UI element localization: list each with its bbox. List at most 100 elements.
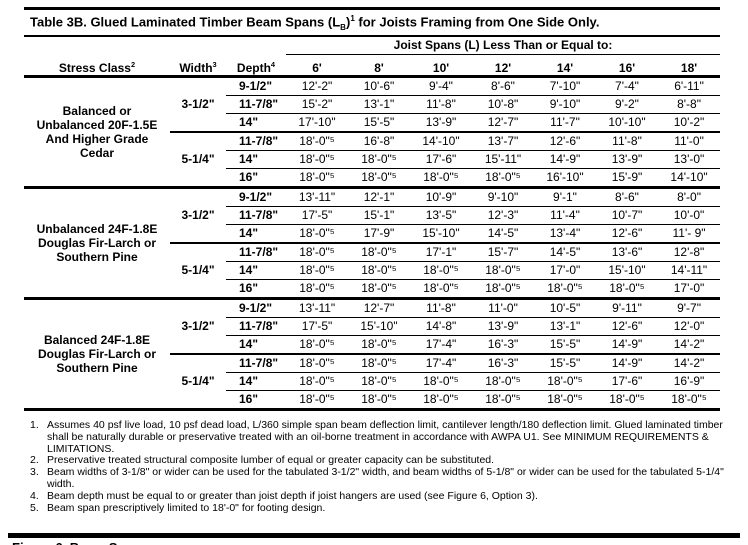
width-cell: 3-1/2" <box>170 296 226 354</box>
joist-spans-header: Joist Spans (L) Less Than or Equal to: <box>286 36 721 55</box>
span-value-cell: 15'-5" <box>348 112 410 132</box>
stress-class-line: Unbalanced 20F-1.5E <box>36 117 158 132</box>
width-footnote-ref: 3 <box>212 59 217 69</box>
span-value-cell: 18'-0"⁵ <box>348 278 410 299</box>
column-header-row: Stress Class2 Width3 Depth4 6' 8' 10' 12' 14… <box>24 54 721 78</box>
span-value-cell: 13'-1" <box>348 94 410 114</box>
span-value-cell: 12'-0" <box>658 316 721 336</box>
span-value-cell: 11'-8" <box>410 296 472 318</box>
table-row: 14" 18'-0"⁵ 18'-0"⁵ 17'-4" 16'-3" 15'-5" 14'-9… <box>24 334 721 354</box>
span-value-cell: 16'-10" <box>534 167 596 188</box>
stress-class-line: Cedar <box>79 145 114 160</box>
table-row: 5-1/4" 11-7/8" 18'-0"⁵ 18'-0"⁵ 17'-1" 15'-7" 1… <box>24 241 721 299</box>
footnote: 2. Preservative treated structural compos… <box>30 454 730 467</box>
span-value-cell: 15'-1" <box>348 205 410 225</box>
span-value-cell: 10'-7" <box>596 205 658 225</box>
width-cell: 3-1/2" <box>170 185 226 243</box>
footnote: 5. Beam span prescriptively limited to 18… <box>30 501 730 515</box>
span-value-cell: 17'-6" <box>596 371 658 391</box>
span-value-cell: 13'-4" <box>534 223 596 243</box>
span-value-cell: 11'-8" <box>596 130 658 151</box>
span-value-cell: 14'-5" <box>472 223 534 243</box>
span-value-cell: 9'-4" <box>429 78 453 93</box>
span-value-cell: 10'-8" <box>472 94 534 114</box>
span-value-cell: 18'-0"⁵ <box>410 371 472 391</box>
table-row: Balanced 24F-1.8E Douglas Fir-Larch or Sou… <box>24 296 721 410</box>
footnote-number: 1. <box>30 418 39 431</box>
span-value-cell: 14'-8" <box>410 316 472 336</box>
depth-cell: 9-1/2" <box>226 296 286 318</box>
span-value-cell: 14'-9" <box>596 352 658 373</box>
next-section-divider <box>8 533 740 538</box>
table-title-suffix: for Joists Framing from One Side Only. <box>354 14 600 30</box>
span-value-cell: 18'-0"⁵ <box>286 223 348 243</box>
stress-class-header: Stress Class2 <box>24 54 170 78</box>
span-value-cell: 18'-0"⁵ <box>286 334 348 354</box>
depth-cell: 11-7/8" <box>226 130 286 151</box>
depth-cell: 11-7/8" <box>226 241 286 262</box>
span-value-cell: 18'-0"⁵ <box>286 352 348 373</box>
span-value-cell: 18'-0"⁵ <box>472 389 534 410</box>
span-value-cell: 17'-0" <box>658 278 721 299</box>
span-value-cell: 18'-0"⁵ <box>348 167 410 188</box>
span-value-cell: 18'-0"⁵ <box>596 278 658 299</box>
span-value-cell: 15'-5" <box>534 352 596 373</box>
span-value-cell: 12'-8" <box>658 241 721 262</box>
table-row: 16" 18'-0"⁵ 18'-0"⁵ 18'-0"⁵ 18'-0"⁵ 16'-10" 15… <box>24 167 721 188</box>
span-value-cell: 18'-0"⁵ <box>596 389 658 410</box>
depth-cell: 16" <box>226 167 286 188</box>
beam-spans-table: Joist Spans (L) Less Than or Equal to: S… <box>24 36 721 411</box>
span-value-cell: 16'-3" <box>472 334 534 354</box>
span-value-cell: 9'-2" <box>596 94 658 114</box>
span-value-cell: 17'-1" <box>410 241 472 262</box>
span-value-cell: 12'-6" <box>534 130 596 151</box>
depth-cell: 11-7/8" <box>226 205 286 225</box>
table-row: 14" 17'-10" 15'-5" 13'-9" 12'-7" 11'-7" 10'-10… <box>24 112 721 132</box>
span-value-cell: 18'-0"⁵ <box>348 149 410 169</box>
span-value-cell: 13'-9" <box>596 149 658 169</box>
span-col-header: 18' <box>658 54 721 78</box>
table-row: 14" 18'-0"⁵ 18'-0"⁵ 18'-0"⁵ 18'-0"⁵ 17'-0" 15'… <box>24 260 721 280</box>
table-row: 5-1/4" 11-7/8" 18'-0"⁵ 18'-0"⁵ 17'-4" 16'-3" 1… <box>24 352 721 410</box>
footnote-text: Beam widths of 3-1/8" or wider can be us… <box>47 466 724 490</box>
span-value-cell: 14'-11" <box>658 260 721 280</box>
span-value-cell: 12'-7" <box>472 112 534 132</box>
span-value-cell: 15'-10" <box>348 316 410 336</box>
depth-cell: 11-7/8" <box>226 94 286 114</box>
stress-class-cell: Balanced or Unbalanced 20F-1.5E And Higher… <box>24 76 170 187</box>
depth-header: Depth4 <box>226 54 286 78</box>
span-value-cell: 13'-9" <box>472 316 534 336</box>
span-value-cell: 13'-7" <box>472 130 534 151</box>
span-value-cell: 15'-5" <box>534 334 596 354</box>
table-row: 14" 18'-0"⁵ 18'-0"⁵ 18'-0"⁵ 18'-0"⁵ 18'-0"⁵ 17… <box>24 371 721 391</box>
span-value-cell: 9'-10" <box>472 185 534 207</box>
span-value-cell: 12'-7" <box>348 296 410 318</box>
span-value-cell: 11'-0" <box>472 296 534 318</box>
span-value-cell: 12'-6" <box>596 223 658 243</box>
span-value-cell: 18'-0"⁵ <box>534 389 596 410</box>
span-value-cell: 18'-0"⁵ <box>286 371 348 391</box>
span-value-cell: 17'-5" <box>286 316 348 336</box>
span-value-cell: 18'-0"⁵ <box>286 389 348 410</box>
table-row: 11-7/8" 17'-5" 15'-10" 14'-8" 13'-9" 13'-1" 12… <box>24 316 721 336</box>
figure-caption-cutoff: Figure 6. Beam S <box>12 540 117 545</box>
footnote-number: 5. <box>30 501 39 514</box>
header-spacer <box>24 37 286 55</box>
span-value-cell: 13'-11" <box>286 296 348 318</box>
stress-class-line: Southern Pine <box>56 249 138 264</box>
span-value-cell: 14'-9" <box>596 334 658 354</box>
stress-class-line: Balanced 24F-1.8E <box>43 332 151 347</box>
depth-cell: 14" <box>226 112 286 132</box>
depth-cell: 9-1/2" <box>226 185 286 207</box>
span-col-header: 8' <box>348 54 410 78</box>
span-col-header: 12' <box>472 54 534 78</box>
table-row: Balanced or Unbalanced 20F-1.5E And Higher… <box>24 76 720 160</box>
span-value-cell: 17'-10" <box>286 112 348 132</box>
table-row: 11-7/8" 15'-2" 13'-1" 11'-8" 10'-8" 9'-10" 9'-… <box>24 94 721 114</box>
span-value-cell: 18'-0"⁵ <box>410 167 472 188</box>
joist-spans-header-row: Joist Spans (L) Less Than or Equal to: <box>24 36 721 55</box>
footnote-text: Beam span prescriptively limited to 18'-… <box>47 501 326 514</box>
depth-cell: 14" <box>226 223 286 243</box>
footnote-number: 3. <box>30 466 39 479</box>
span-value-cell: 14'-2" <box>658 334 721 354</box>
